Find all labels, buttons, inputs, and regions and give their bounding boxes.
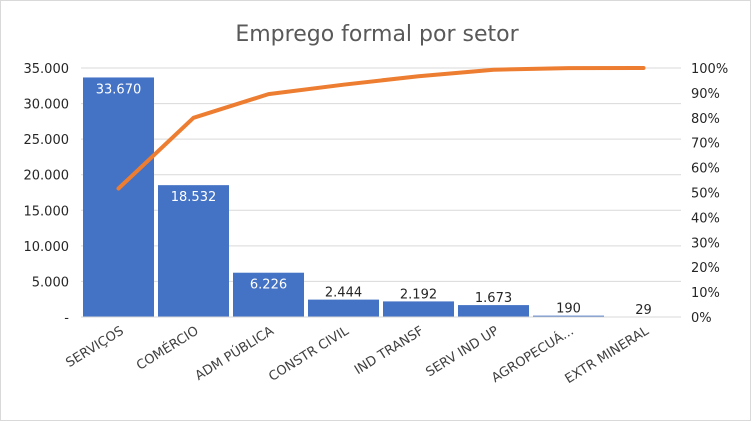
right-tick-label: 60% (691, 162, 720, 177)
left-tick-label: 15.000 (24, 204, 70, 219)
data-labels: 33.670 18.532 6.226 2.444 2.192 1.673 190 29 (96, 82, 652, 317)
left-tick-label: 10.000 (24, 240, 70, 255)
bar-data-label: 29 (635, 303, 652, 318)
right-tick-label: 0% (691, 311, 712, 326)
left-tick-label: 20.000 (24, 169, 70, 184)
right-tick-label: 40% (691, 211, 720, 226)
left-tick-label: 25.000 (24, 133, 70, 148)
left-tick-label: - (64, 311, 69, 326)
bar-data-label: 190 (556, 302, 581, 317)
category-label: ADM PÚBLICA (192, 323, 277, 384)
category-label: SERVIÇOS (63, 324, 126, 371)
category-label: EXTR MINERAL (563, 323, 653, 387)
right-tick-label: 30% (691, 236, 720, 251)
right-tick-label: 80% (691, 112, 720, 127)
right-tick-label: 50% (691, 187, 720, 202)
bar-data-label: 2.192 (400, 287, 437, 302)
right-tick-label: 70% (691, 137, 720, 152)
bar (83, 77, 154, 317)
bar (233, 272, 304, 317)
bars (83, 77, 679, 317)
bar (458, 305, 529, 317)
cumulative-line (116, 66, 646, 191)
bar (383, 301, 454, 317)
bar (158, 185, 229, 317)
right-tick-label: 90% (691, 87, 720, 102)
right-tick-label: 100% (691, 62, 728, 77)
bar-data-label: 18.532 (171, 190, 217, 205)
right-tick-label: 10% (691, 286, 720, 301)
right-tick-label: 20% (691, 261, 720, 276)
cumulative-line-layer (116, 66, 646, 191)
bar-data-label: 1.673 (475, 291, 512, 306)
category-label: CONSTR CIVIL (266, 323, 352, 384)
bar (533, 315, 604, 317)
left-y-axis: - 5.000 10.000 15.000 20.000 25.000 30.000 35.0… (24, 62, 70, 326)
left-tick-label: 5.000 (32, 275, 69, 290)
bar-data-label: 33.670 (96, 82, 142, 97)
bar-data-label: 2.444 (325, 286, 362, 301)
chart-title: Emprego formal por setor (235, 22, 519, 47)
left-tick-label: 35.000 (24, 62, 70, 77)
category-label: COMÉRCIO (134, 323, 202, 374)
bar-data-label: 6.226 (250, 278, 287, 293)
category-label: IND TRANSF (352, 324, 427, 378)
left-tick-label: 30.000 (24, 98, 70, 113)
bar (308, 299, 379, 317)
right-y-axis: 0% 10% 20% 30% 40% 50% 60% 70% 80% 90% 100% (691, 62, 728, 326)
